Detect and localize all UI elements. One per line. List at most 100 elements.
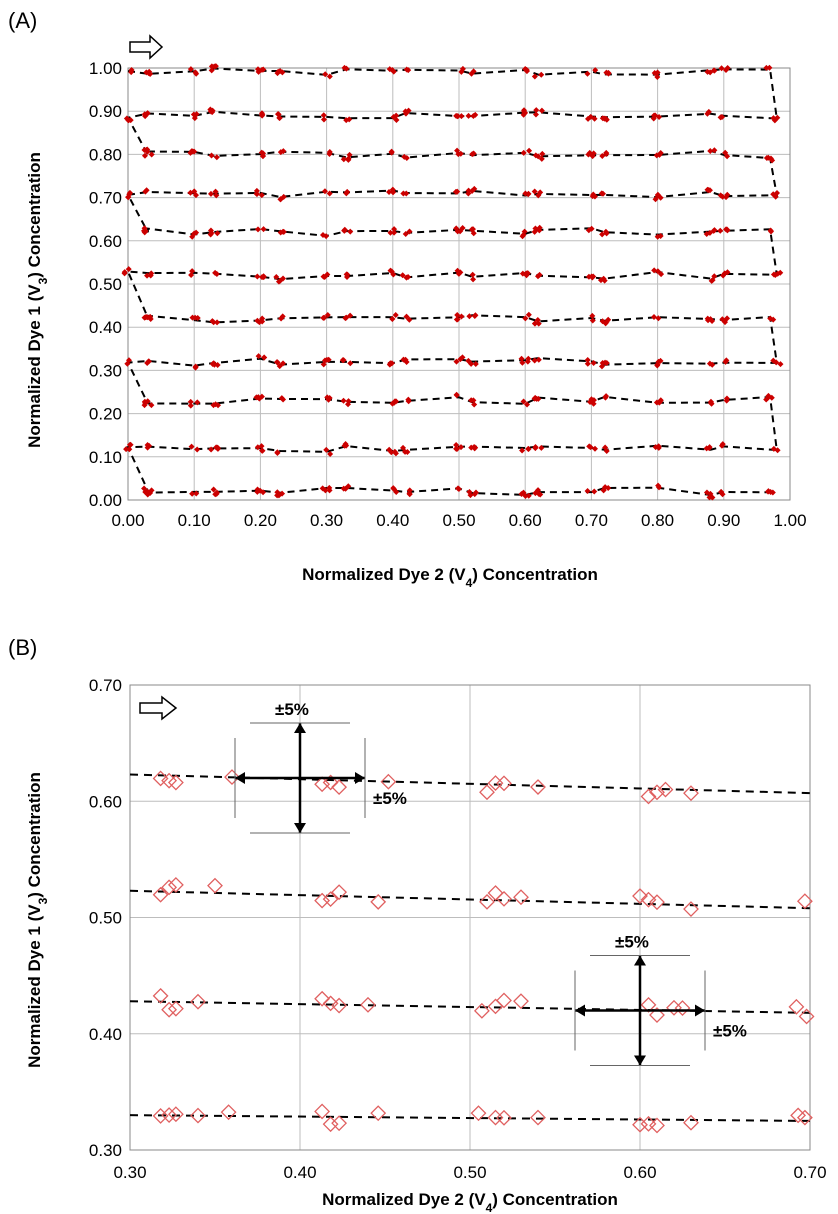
data-point [591, 115, 598, 122]
data-point [347, 228, 354, 235]
arrowhead-down-icon [634, 1055, 646, 1066]
data-point [192, 69, 199, 76]
data-point [188, 443, 195, 450]
data-point [161, 1001, 178, 1018]
data-point [320, 273, 327, 280]
data-point [210, 486, 217, 493]
data-point [602, 444, 609, 451]
data-point [259, 318, 266, 325]
data-point [280, 275, 287, 282]
data-point [391, 226, 398, 233]
data-point [468, 397, 475, 404]
data-point [532, 320, 539, 327]
data-point [144, 490, 151, 497]
arrowhead-right-icon [695, 1004, 705, 1017]
arrowhead-right-icon [355, 772, 365, 784]
panel-a-ylabel: Normalized Dye 1 (V3) Concentration [25, 152, 50, 448]
data-point [584, 487, 591, 494]
data-point [600, 486, 607, 493]
data-point [214, 444, 221, 451]
data-point [152, 987, 169, 1004]
data-point [652, 112, 659, 119]
data-point [213, 489, 220, 496]
data-point [718, 65, 725, 72]
data-point [585, 115, 592, 122]
data-point [258, 149, 265, 156]
data-point [653, 399, 660, 406]
data-point [167, 774, 184, 791]
data-point [331, 779, 348, 796]
data-point [599, 152, 606, 159]
data-point [258, 192, 265, 199]
data-point [518, 355, 525, 362]
data-point [273, 359, 280, 366]
data-point [649, 894, 665, 911]
data-point [254, 488, 261, 495]
data-point [586, 443, 593, 450]
data-point [331, 884, 348, 901]
data-point [590, 360, 597, 367]
data-point [524, 401, 531, 408]
data-point [718, 442, 725, 449]
data-point [632, 1116, 648, 1133]
data-point [345, 155, 352, 162]
data-point [260, 489, 267, 496]
data-point [601, 277, 608, 284]
data-point [319, 232, 326, 239]
direction-arrow-icon [139, 695, 178, 721]
data-point [273, 273, 280, 280]
data-point [126, 446, 133, 453]
data-point [471, 313, 478, 320]
data-point [142, 188, 149, 195]
data-point [143, 146, 150, 153]
data-point [125, 357, 132, 364]
data-point [208, 446, 215, 453]
y-tick-label: 0.30 [89, 1141, 122, 1160]
panel-b-label: (B) [8, 635, 37, 660]
data-point [212, 188, 219, 195]
x-tick-label: 0.80 [641, 511, 674, 530]
data-point [370, 1105, 387, 1122]
data-point [279, 313, 286, 320]
data-point [389, 315, 396, 322]
data-point [343, 190, 350, 197]
data-point [387, 229, 394, 236]
data-point [345, 398, 352, 405]
data-point [392, 312, 399, 319]
data-point [458, 113, 465, 120]
data-point [388, 268, 395, 275]
data-point [320, 116, 327, 123]
x-tick-label: 0.60 [623, 1163, 656, 1182]
data-point [255, 66, 262, 73]
data-point [187, 402, 194, 409]
data-point [325, 396, 332, 403]
data-point [340, 397, 347, 404]
data-point [392, 450, 399, 457]
data-point [654, 268, 661, 275]
data-point [390, 113, 397, 120]
panel-a-label: (A) [8, 8, 37, 33]
data-point [360, 996, 376, 1013]
data-point [454, 113, 461, 120]
data-point [331, 997, 348, 1014]
data-point [584, 356, 591, 363]
data-point [259, 315, 266, 322]
data-point [387, 360, 394, 367]
data-point [457, 150, 464, 157]
data-point [254, 273, 261, 280]
data-point [167, 1000, 184, 1017]
data-point [538, 71, 545, 78]
annotation-label: ±5% [275, 700, 309, 719]
data-point [400, 356, 407, 363]
data-point [533, 107, 540, 114]
data-point [322, 995, 339, 1012]
data-point [258, 66, 265, 73]
data-point [465, 112, 472, 119]
data-point [598, 363, 605, 370]
data-point [255, 353, 262, 360]
y-tick-label: 0.60 [89, 232, 122, 251]
data-point [148, 402, 155, 409]
data-point [255, 394, 262, 401]
panel-b-xlabel: Normalized Dye 2 (V4) Concentration [322, 1190, 618, 1214]
data-point [770, 191, 777, 198]
